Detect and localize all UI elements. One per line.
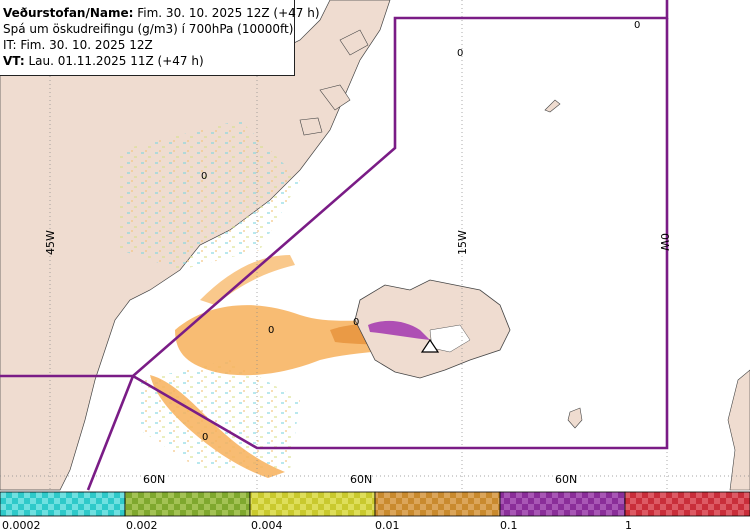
contour-label: 0: [202, 432, 208, 443]
faroe-islands: [567, 407, 583, 429]
legend-colorbar: [0, 491, 750, 517]
fir-boundary: [0, 0, 669, 491]
ash-plume-core: [368, 320, 430, 340]
norway-coast: [727, 369, 750, 491]
ash-plume-north-band: [200, 255, 295, 305]
info-line-valid-value: Lau. 01.11.2025 11Z (+47 h): [24, 54, 204, 68]
legend-tick: 1: [625, 519, 632, 532]
legend-tick: 0.1: [500, 519, 518, 532]
legend-swatch: [0, 491, 126, 517]
ash-low-speckle-west: [120, 120, 300, 270]
info-line-valid-prefix: VT:: [3, 54, 25, 68]
info-line-issue-time: IT: Fim. 30. 10. 2025 12Z: [3, 38, 153, 52]
info-line-description: Spá um öskudreifingu (g/m3) í 700hPa (10…: [3, 22, 294, 36]
info-line-name-prefix: Veðurstofan/Name:: [3, 6, 134, 20]
legend-tick-labels: 0.0002 0.002 0.004 0.01 0.1 1: [2, 519, 632, 532]
lat-label-60n-mid: 60N: [350, 473, 372, 486]
contour-label: 0: [634, 20, 640, 31]
ash-plume-southern-arm: [150, 375, 285, 478]
info-line-name-value: Fim. 30. 10. 2025 12Z (+47 h): [133, 6, 320, 20]
legend-swatch: [124, 491, 251, 517]
forecast-info-box: Veðurstofan/Name: Fim. 30. 10. 2025 12Z …: [0, 0, 320, 76]
lon-label-0w: 0W: [658, 233, 671, 251]
contour-label: 0: [201, 171, 207, 182]
iceland-landmass: [354, 279, 511, 379]
jan-mayen-island: [544, 99, 561, 113]
lat-label-60n-west: 60N: [143, 473, 165, 486]
legend-swatch: [624, 491, 750, 517]
legend-tick: 0.004: [251, 519, 283, 532]
legend-swatch: [499, 491, 626, 517]
volcano-triangle-icon: [420, 338, 440, 353]
legend-tick: 0.0002: [2, 519, 41, 532]
legend-swatch: [374, 491, 501, 517]
ash-low-speckle-south: [140, 360, 300, 470]
contour-label: 0: [353, 317, 359, 328]
contour-label: 0: [457, 48, 463, 59]
info-line-name: Veðurstofan/Name: Fim. 30. 10. 2025 12Z …: [3, 5, 320, 21]
legend-tick: 0.01: [375, 519, 400, 532]
legend-tick: 0.002: [126, 519, 158, 532]
lon-label-45w: 45W: [44, 230, 57, 255]
lat-label-60n-east: 60N: [555, 473, 577, 486]
legend-swatch: [249, 491, 376, 517]
lon-label-15w: 15W: [456, 230, 469, 255]
contour-label: 0: [268, 325, 274, 336]
info-line-valid-time: VT: Lau. 01.11.2025 11Z (+47 h): [3, 53, 294, 69]
